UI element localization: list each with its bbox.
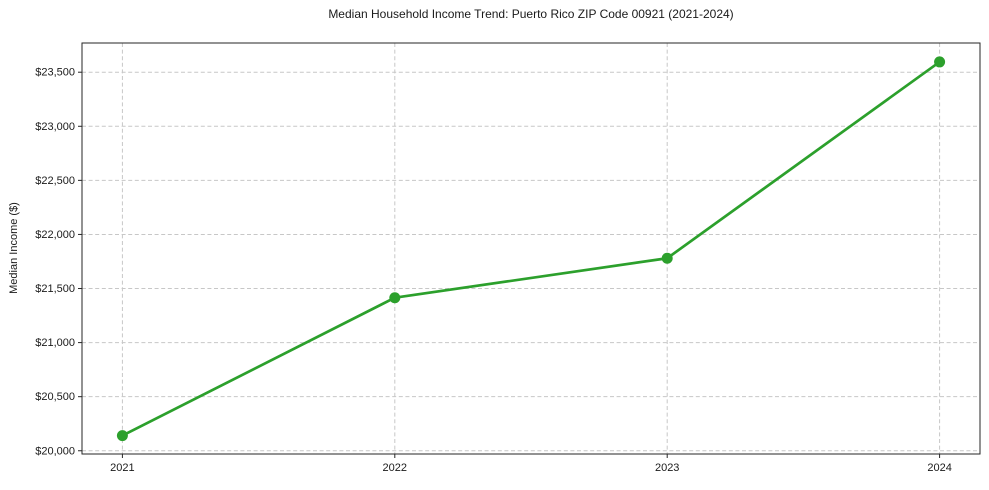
x-tick-label: 2024: [927, 462, 951, 474]
data-point-marker: [389, 292, 401, 304]
y-tick-label: $20,000: [35, 445, 75, 457]
y-tick-label: $23,500: [35, 67, 75, 79]
plot-border: [81, 42, 981, 455]
data-point-marker: [661, 252, 673, 264]
chart-title: Median Household Income Trend: Puerto Ri…: [328, 7, 734, 21]
y-tick-label: $23,000: [35, 121, 75, 133]
y-tick-label: $21,000: [35, 337, 75, 349]
y-tick-label: $22,500: [35, 175, 75, 187]
data-point-marker: [116, 430, 128, 442]
y-tick-label: $21,500: [35, 283, 75, 295]
x-tick-label: 2021: [110, 462, 134, 474]
data-point-marker: [934, 56, 946, 68]
y-tick-label: $22,000: [35, 229, 75, 241]
x-tick-label: 2023: [655, 462, 679, 474]
trend-line: [121, 60, 941, 437]
y-tick-label: $20,500: [35, 391, 75, 403]
x-tick-label: 2022: [383, 462, 407, 474]
